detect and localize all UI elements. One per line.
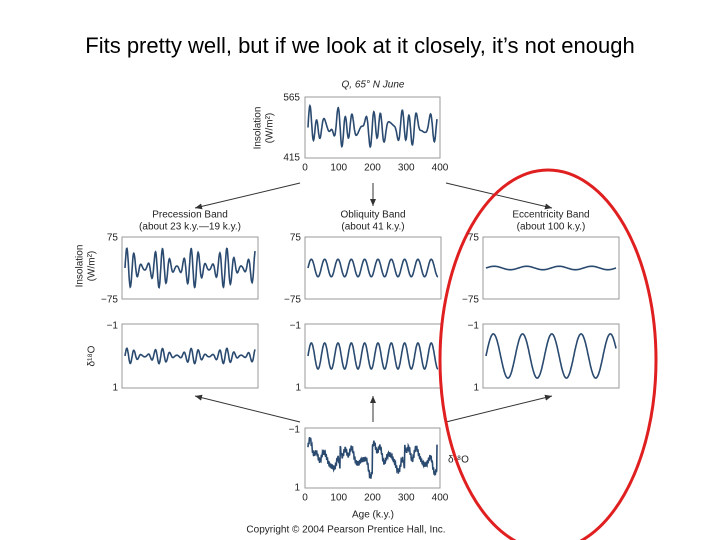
panel-label: δ¹⁸O: [448, 455, 469, 466]
tick-label: −1: [290, 321, 302, 332]
tick-label: 400: [432, 163, 449, 174]
tick-label: −75: [101, 295, 118, 306]
row-label: δ¹⁸O: [87, 345, 98, 366]
tick-label: 300: [398, 163, 415, 174]
row-label: Insolation: [75, 245, 86, 288]
tick-label: −75: [284, 295, 301, 306]
band-period: (about 100 k.y.): [517, 222, 586, 233]
waveform: [485, 265, 617, 271]
tick-label: 75: [290, 233, 302, 244]
tick-label: 565: [283, 93, 300, 104]
axis-label: Insolation: [253, 107, 264, 150]
tick-label: 100: [330, 163, 347, 174]
copyright: Copyright © 2004 Pearson Prentice Hall, …: [246, 525, 445, 536]
band-period: (about 23 k.y.—19 k.y.): [139, 222, 241, 233]
waveform: [307, 342, 439, 370]
tick-label: −1: [468, 321, 480, 332]
axis-label: Age (k.y.): [352, 510, 394, 521]
tick-label: 400: [432, 493, 449, 504]
arrows: [194, 182, 553, 423]
axis-label: (W/m²): [265, 113, 276, 144]
tick-label: 200: [364, 163, 381, 174]
tick-label: 0: [302, 493, 308, 504]
tick-label: 1: [473, 383, 479, 394]
panel-label: Q, 65° N June: [342, 80, 405, 91]
tick-label: 300: [398, 493, 415, 504]
tick-label: 1: [295, 383, 301, 394]
tick-label: 200: [364, 493, 381, 504]
tick-label: −1: [289, 425, 301, 436]
waveform: [124, 247, 256, 289]
waveform: [485, 333, 617, 379]
band-period: (about 41 k.y.): [341, 222, 404, 233]
tick-label: 0: [302, 163, 308, 174]
waveform: [307, 103, 438, 149]
tick-label: 1: [112, 383, 118, 394]
tick-label: 415: [283, 153, 300, 164]
tick-label: −1: [107, 321, 119, 332]
waveform: [124, 347, 256, 365]
row-label: (W/m²): [87, 251, 98, 282]
waveform: [307, 437, 438, 479]
slide-title: Fits pretty well, but if we look at it c…: [85, 33, 634, 58]
band-title: Eccentricity Band: [512, 210, 589, 221]
tick-label: 75: [107, 233, 119, 244]
tick-label: 75: [468, 233, 480, 244]
tick-label: 1: [294, 483, 300, 494]
highlight-ellipse: [438, 168, 658, 540]
tick-label: 100: [330, 493, 347, 504]
tick-label: −75: [462, 295, 479, 306]
band-title: Precession Band: [152, 210, 228, 221]
waveform: [307, 258, 439, 278]
band-title: Obliquity Band: [340, 210, 405, 221]
